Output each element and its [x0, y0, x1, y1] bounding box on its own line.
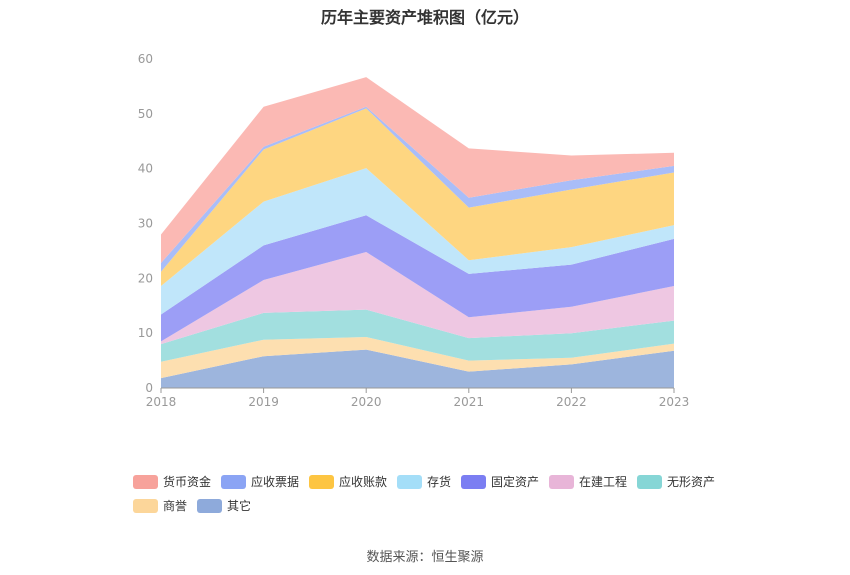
x-tick-label: 2022 [556, 395, 587, 409]
legend-swatch [197, 498, 222, 513]
area-series-2 [161, 309, 674, 362]
legend-label: 应收票据 [251, 475, 300, 489]
area-series-0 [161, 349, 674, 388]
legend-label: 商誉 [163, 499, 188, 513]
legend-label: 存货 [427, 475, 452, 489]
data-source-note: 数据来源：恒生聚源 [366, 550, 484, 565]
legend-label: 固定资产 [491, 475, 540, 489]
y-tick-label: 60 [138, 52, 153, 66]
legend-swatch [133, 498, 158, 513]
legend-item[interactable]: 商誉 [133, 497, 187, 514]
legend-item[interactable]: 其它 [197, 497, 251, 514]
x-tick-label: 2018 [146, 395, 177, 409]
area-series-5 [161, 168, 674, 315]
legend-swatch [397, 474, 422, 489]
area-series-8 [161, 77, 674, 263]
legend-label: 在建工程 [579, 475, 628, 489]
legend-label: 货币资金 [163, 475, 212, 489]
legend-label: 无形资产 [667, 475, 716, 489]
area-series-7 [161, 106, 674, 272]
legend-label: 其它 [227, 499, 252, 513]
legend-swatch [133, 474, 158, 489]
legend-item[interactable]: 存货 [397, 473, 451, 490]
legend-item[interactable]: 无形资产 [637, 473, 715, 490]
y-tick-label: 20 [138, 271, 153, 285]
stacked-area-chart: 2018 2019 2020 2021 2022 2023 0 10 20 30 40 50 60 [138, 52, 690, 409]
y-tick-label: 0 [145, 381, 153, 395]
legend-item[interactable]: 货币资金 [133, 473, 211, 490]
chart-title: 历年主要资产堆积图（亿元） [320, 8, 529, 27]
area-series-4 [161, 215, 674, 342]
legend-item[interactable]: 在建工程 [549, 473, 627, 490]
x-tick-label: 2019 [248, 395, 279, 409]
legend-item[interactable]: 应收票据 [221, 473, 299, 490]
legend-item[interactable]: 应收账款 [309, 473, 387, 490]
area-series-3 [161, 252, 674, 345]
legend-item[interactable]: 固定资产 [461, 473, 539, 490]
legend-label: 应收账款 [339, 475, 388, 489]
legend-swatch [549, 474, 574, 489]
y-tick-label: 10 [138, 326, 153, 340]
area-series-6 [161, 108, 674, 287]
legend-swatch [461, 474, 486, 489]
x-tick-label: 2021 [454, 395, 485, 409]
legend-swatch [637, 474, 662, 489]
legend-swatch [309, 474, 334, 489]
y-tick-label: 50 [138, 107, 153, 121]
x-tick-label: 2023 [659, 395, 690, 409]
area-series-1 [161, 337, 674, 379]
x-tick-label: 2020 [351, 395, 382, 409]
y-tick-label: 40 [138, 162, 153, 176]
legend-swatch [221, 474, 246, 489]
y-tick-label: 30 [138, 217, 153, 231]
